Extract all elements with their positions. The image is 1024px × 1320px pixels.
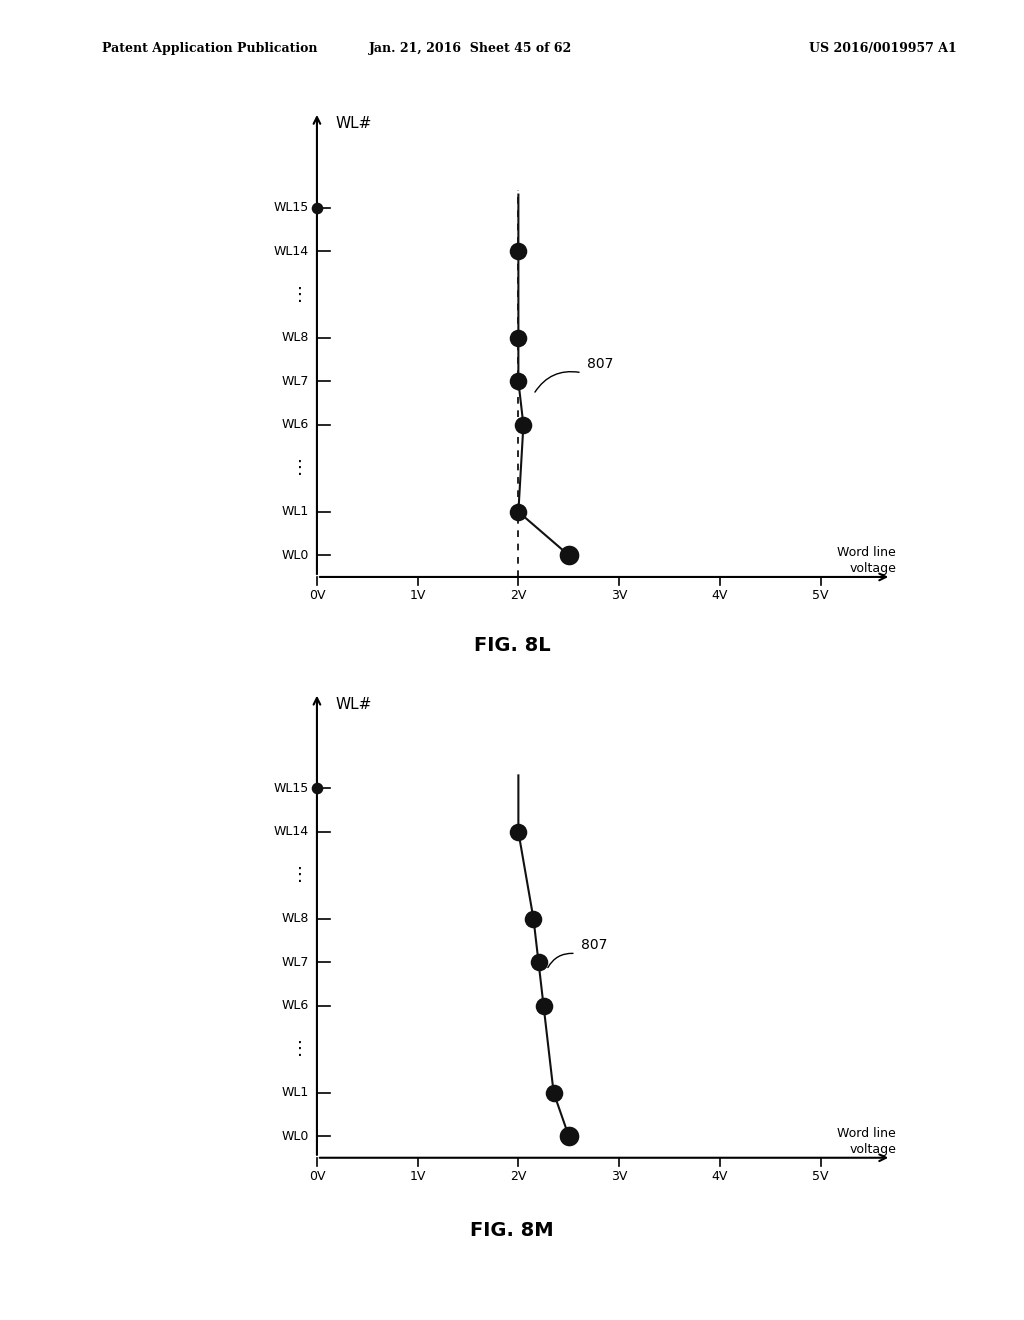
Text: 807: 807 <box>581 937 607 952</box>
Text: WL14: WL14 <box>273 825 309 838</box>
Text: WL1: WL1 <box>282 506 309 519</box>
Text: WL15: WL15 <box>273 201 309 214</box>
Text: Word line
voltage: Word line voltage <box>838 1127 896 1155</box>
Text: 0V: 0V <box>308 1170 326 1183</box>
Text: WL0: WL0 <box>282 1130 309 1143</box>
Text: 3V: 3V <box>611 1170 628 1183</box>
Point <box>536 995 552 1016</box>
Text: 5V: 5V <box>812 589 828 602</box>
Point <box>510 327 526 348</box>
Point <box>525 908 542 929</box>
Text: WL14: WL14 <box>273 244 309 257</box>
Point <box>515 414 531 436</box>
Point <box>510 502 526 523</box>
Text: WL0: WL0 <box>282 549 309 562</box>
Text: US 2016/0019957 A1: US 2016/0019957 A1 <box>809 42 956 55</box>
Text: 3V: 3V <box>611 589 628 602</box>
Text: WL15: WL15 <box>273 781 309 795</box>
Text: 1V: 1V <box>410 589 426 602</box>
Text: FIG. 8L: FIG. 8L <box>474 636 550 655</box>
Text: 4V: 4V <box>712 589 728 602</box>
Text: Jan. 21, 2016  Sheet 45 of 62: Jan. 21, 2016 Sheet 45 of 62 <box>370 42 572 55</box>
Text: ⋮: ⋮ <box>291 285 309 304</box>
Text: ⋮: ⋮ <box>291 1040 309 1059</box>
Point <box>309 777 326 799</box>
Text: WL8: WL8 <box>282 912 309 925</box>
Text: WL7: WL7 <box>282 375 309 388</box>
Text: 4V: 4V <box>712 1170 728 1183</box>
Text: 2V: 2V <box>510 589 526 602</box>
Text: 807: 807 <box>587 356 613 371</box>
Point <box>510 240 526 261</box>
Text: WL#: WL# <box>335 116 372 132</box>
Text: FIG. 8M: FIG. 8M <box>470 1221 554 1239</box>
Text: WL7: WL7 <box>282 956 309 969</box>
Text: WL#: WL# <box>335 697 372 713</box>
Text: WL6: WL6 <box>282 999 309 1012</box>
Text: 1V: 1V <box>410 1170 426 1183</box>
Point <box>510 371 526 392</box>
Point <box>510 821 526 842</box>
Text: WL1: WL1 <box>282 1086 309 1100</box>
Text: 0V: 0V <box>308 589 326 602</box>
Text: WL6: WL6 <box>282 418 309 432</box>
Text: 2V: 2V <box>510 1170 526 1183</box>
Point <box>309 197 326 218</box>
Text: ⋮: ⋮ <box>291 866 309 884</box>
Text: WL8: WL8 <box>282 331 309 345</box>
Point <box>546 1082 562 1104</box>
Text: ⋮: ⋮ <box>291 459 309 478</box>
Point <box>560 545 577 566</box>
Text: Patent Application Publication: Patent Application Publication <box>102 42 317 55</box>
Point <box>560 1126 577 1147</box>
Point <box>530 952 547 973</box>
Text: Word line
voltage: Word line voltage <box>838 546 896 574</box>
Text: 5V: 5V <box>812 1170 828 1183</box>
